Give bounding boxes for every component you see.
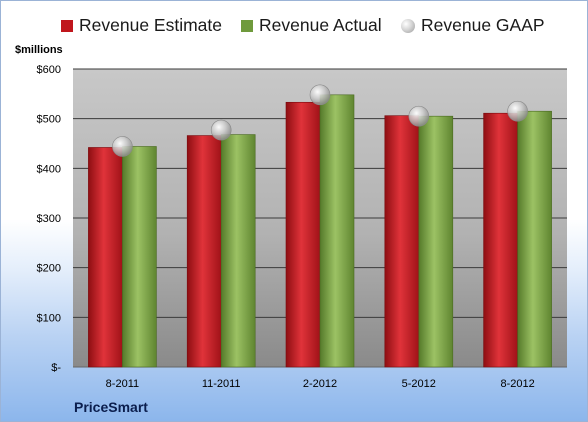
legend: Revenue Estimate Revenue Actual Revenue … — [1, 15, 588, 43]
bar-revenue-actual — [319, 94, 355, 368]
y-tick-label: $400 — [37, 163, 61, 175]
x-tick-label: 8-2012 — [500, 378, 534, 390]
legend-label-actual: Revenue Actual — [259, 15, 382, 35]
x-tick-labels: 8-2011 11-2011 2-2012 5-2012 8-2012 — [106, 378, 535, 390]
bubble-revenue-gaap — [309, 84, 331, 106]
y-tick-labels: $- $100 $200 $300 $400 $500 $600 — [37, 64, 62, 374]
y-tick-label: $600 — [37, 64, 61, 76]
bubble-revenue-gaap — [112, 136, 133, 157]
x-tick-label: 5-2012 — [402, 378, 436, 390]
legend-item-actual: Revenue Actual — [241, 15, 382, 36]
gaap-bubbles — [112, 84, 528, 157]
legend-item-estimate: Revenue Estimate — [61, 15, 222, 36]
company-name: PriceSmart — [74, 399, 148, 415]
legend-swatch-actual — [241, 19, 253, 32]
y-tick-label: $500 — [37, 114, 61, 126]
x-tick-label: 2-2012 — [303, 378, 337, 390]
bar-revenue-estimate — [483, 112, 518, 368]
bar-revenue-estimate — [186, 135, 222, 368]
bubble-revenue-gaap — [210, 119, 232, 141]
bar-revenue-actual — [418, 115, 454, 368]
bar-revenue-actual — [517, 110, 552, 368]
bar-revenue-estimate — [88, 147, 123, 368]
bar-revenue-actual — [122, 146, 157, 368]
bubble-revenue-gaap — [408, 105, 430, 127]
bubble-revenue-gaap — [507, 100, 528, 122]
y-axis-unit-label: $millions — [15, 44, 63, 56]
legend-swatch-estimate — [61, 19, 73, 32]
legend-label-estimate: Revenue Estimate — [79, 15, 222, 35]
y-tick-label: $200 — [37, 263, 61, 275]
x-tick-label: 8-2011 — [106, 378, 139, 390]
bar-revenue-estimate — [285, 101, 321, 368]
legend-label-gaap: Revenue GAAP — [421, 15, 545, 35]
legend-bubble-gaap — [401, 18, 415, 33]
x-tick-label: 11-2011 — [202, 378, 241, 390]
bar-revenue-actual — [220, 134, 256, 368]
legend-item-gaap: Revenue GAAP — [401, 15, 545, 36]
y-tick-label: $100 — [37, 312, 61, 324]
bars — [88, 94, 552, 368]
y-tick-label: $300 — [37, 213, 61, 225]
bar-revenue-estimate — [384, 115, 420, 368]
y-tick-label: $- — [51, 362, 61, 374]
